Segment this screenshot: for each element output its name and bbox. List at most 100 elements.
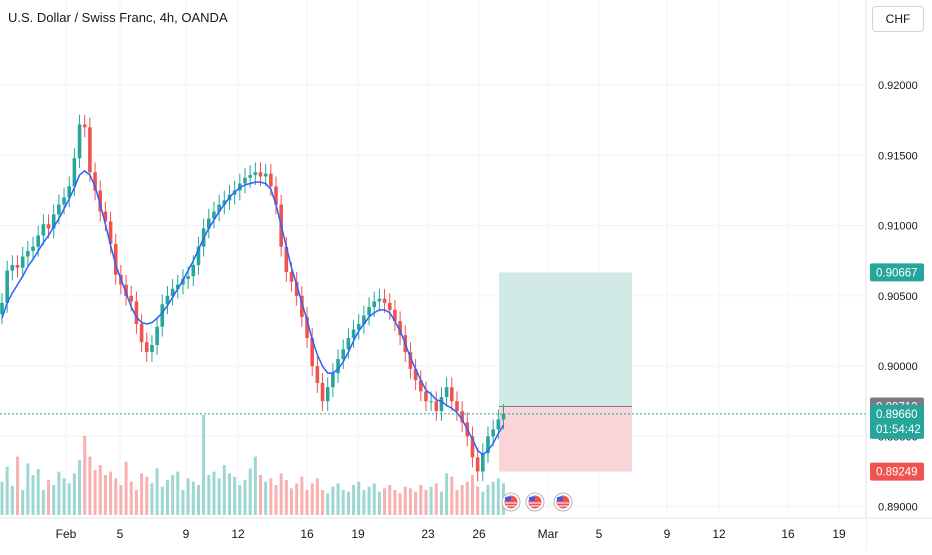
volume-bar [160, 486, 164, 515]
volume-bar [481, 491, 485, 515]
volume-bar [129, 481, 133, 515]
target-price-label-bg [870, 263, 924, 282]
us-flag-icon[interactable] [501, 492, 521, 512]
stop-price-label-text: 0.89249 [876, 467, 918, 479]
us-flag-icon[interactable] [553, 492, 573, 512]
candle-body [57, 204, 61, 215]
profit-zone[interactable] [499, 272, 632, 407]
volume-bar [403, 486, 407, 515]
volume-bar [21, 490, 25, 515]
volume-bar [186, 478, 190, 515]
volume-bar [202, 415, 206, 515]
candle-body [331, 373, 335, 388]
candle-body [475, 457, 480, 472]
time-tick-label: 5 [596, 527, 603, 541]
price-tick-label: 0.89000 [878, 502, 918, 514]
volume-bar [367, 486, 371, 515]
candle-body [336, 359, 340, 374]
candle-body [315, 366, 320, 383]
time-tick-label: Mar [538, 527, 559, 541]
candle-body [134, 301, 139, 324]
candle-body [222, 200, 227, 205]
candle-body [320, 382, 325, 402]
candle-body [258, 172, 263, 177]
candle-body [470, 436, 475, 458]
volume-bar [103, 475, 107, 515]
candle-body [150, 345, 154, 353]
candle-body [170, 288, 175, 296]
price-tick-label: 0.90500 [878, 291, 918, 303]
time-tick-label: 9 [183, 527, 190, 541]
candle-body [377, 298, 382, 302]
candle-body [103, 211, 108, 222]
volume-bar [5, 466, 9, 515]
candle-body [269, 173, 273, 187]
candle-body [289, 271, 294, 282]
volume-bar [460, 485, 464, 515]
time-tick-label: 26 [472, 527, 486, 541]
loss-zone[interactable] [499, 406, 632, 472]
last-price-label[interactable]: 0.89660 01:54:42 [870, 404, 924, 439]
volume-bar [181, 490, 185, 515]
candle-body [62, 197, 66, 205]
candles [0, 114, 506, 482]
candle-body [129, 295, 134, 302]
volume-bar [419, 485, 423, 515]
volume-bar [212, 471, 216, 515]
candle-body [20, 256, 25, 268]
volume-bar [341, 490, 345, 515]
volume-bar [88, 456, 92, 515]
candle-body [444, 387, 449, 398]
time-tick-label: 5 [117, 527, 124, 541]
volume-bar [31, 475, 35, 515]
volume-bar [434, 483, 438, 515]
candle-body [434, 401, 439, 412]
volume-bar [134, 490, 138, 515]
stop-price-label-bg [870, 462, 924, 481]
stop-price-label[interactable]: 0.89249 [870, 462, 924, 481]
candle-body [46, 224, 51, 229]
candle-body [5, 270, 9, 303]
volume-bar [393, 490, 397, 515]
volume-bar [114, 478, 118, 515]
volume-bar [331, 486, 335, 515]
time-tick-label: 19 [351, 527, 365, 541]
volume-bar [41, 490, 45, 515]
target-price-label-text: 0.90667 [876, 267, 918, 279]
candle-body [367, 307, 371, 316]
volume-bar [72, 473, 76, 515]
candle-body [88, 127, 92, 173]
candle-body [408, 352, 413, 369]
candle-body [294, 281, 299, 296]
candle-body [51, 214, 56, 229]
candle-body [429, 401, 433, 403]
candle-body [481, 453, 485, 472]
candle-body [424, 391, 428, 402]
candle-body [165, 295, 170, 305]
target-price-label[interactable]: 0.90667 [870, 263, 924, 282]
candle-body [0, 302, 4, 315]
candle-body [486, 436, 490, 454]
candle-body [243, 177, 247, 184]
candle-body [124, 284, 128, 296]
candle-body [186, 276, 190, 280]
last-price-label-text: 01:54:42 [876, 424, 921, 436]
volume-bar [310, 483, 314, 515]
candle-body [212, 211, 216, 219]
volume-bar [300, 476, 304, 515]
time-tick-label: 12 [712, 527, 726, 541]
candle-body [113, 243, 118, 275]
volume-bar [227, 473, 231, 515]
volume-bar [362, 490, 366, 515]
candle-body [439, 397, 444, 412]
us-flag-icon[interactable] [525, 492, 545, 512]
candle-body [207, 218, 211, 229]
candle-body [387, 302, 392, 310]
currency-button[interactable]: CHF [872, 6, 924, 32]
volume-bars [0, 415, 505, 515]
volume-bar [140, 473, 144, 515]
volume-bar [295, 483, 299, 515]
price-tick-label: 0.91000 [878, 221, 918, 233]
